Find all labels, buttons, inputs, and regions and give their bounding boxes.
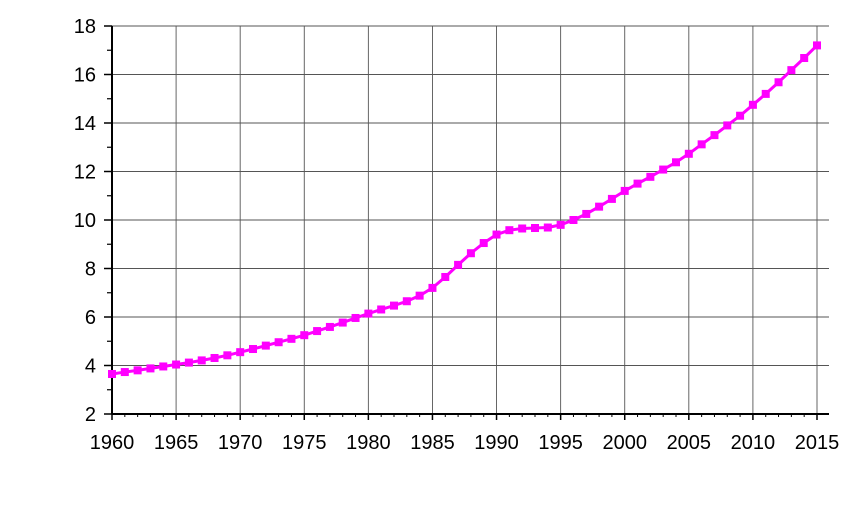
axes bbox=[104, 25, 829, 420]
y-tick-label: 2 bbox=[85, 404, 96, 426]
x-tick-label: 1980 bbox=[346, 432, 391, 454]
data-point bbox=[172, 360, 181, 369]
data-point bbox=[377, 305, 386, 314]
data-point bbox=[415, 291, 424, 300]
data-point bbox=[120, 368, 129, 377]
x-tick-label: 2010 bbox=[731, 432, 776, 454]
data-point bbox=[684, 149, 693, 158]
data-point bbox=[274, 338, 283, 347]
data-point bbox=[441, 272, 450, 281]
y-tick-label: 10 bbox=[74, 210, 96, 232]
data-point bbox=[582, 209, 591, 218]
data-point bbox=[774, 78, 783, 87]
data-point bbox=[261, 341, 270, 350]
data-point bbox=[184, 358, 193, 367]
data-point bbox=[159, 362, 168, 371]
y-tick-label: 16 bbox=[74, 65, 96, 87]
data-point bbox=[197, 356, 206, 365]
data-point bbox=[800, 54, 809, 63]
data-point bbox=[210, 353, 219, 362]
data-point bbox=[505, 226, 514, 235]
data-point bbox=[736, 111, 745, 120]
data-point bbox=[428, 283, 437, 292]
data-point bbox=[787, 66, 796, 75]
data-point bbox=[569, 216, 578, 224]
data-point bbox=[466, 249, 475, 258]
data-point bbox=[390, 301, 398, 310]
data-point bbox=[146, 364, 155, 373]
x-tick-labels: 1960 1965 1970 1975 1980 1985 1990 1995 2000 2005… bbox=[90, 432, 840, 454]
data-point bbox=[543, 223, 552, 232]
data-point bbox=[402, 297, 411, 306]
data-point bbox=[364, 309, 373, 318]
data-point bbox=[325, 322, 334, 331]
data-point bbox=[620, 186, 629, 195]
y-tick-labels: 2 4 6 8 10 12 14 16 18 bbox=[74, 16, 96, 426]
data-point bbox=[672, 158, 680, 167]
data-point bbox=[761, 89, 770, 98]
data-point bbox=[133, 366, 142, 375]
data-point bbox=[236, 348, 245, 357]
data-point bbox=[249, 345, 257, 354]
x-tick-label: 1960 bbox=[90, 432, 135, 454]
x-tick-label: 1985 bbox=[410, 432, 455, 454]
data-point bbox=[454, 260, 463, 269]
data-point bbox=[697, 140, 706, 149]
data-series bbox=[108, 41, 821, 378]
x-tick-label: 1965 bbox=[154, 432, 199, 454]
data-point bbox=[287, 334, 296, 343]
data-point bbox=[313, 327, 322, 336]
x-tick-label: 1970 bbox=[218, 432, 263, 454]
data-point bbox=[607, 194, 616, 203]
x-tick-label: 2000 bbox=[602, 432, 647, 454]
data-point bbox=[633, 179, 642, 188]
data-point bbox=[223, 351, 232, 360]
x-tick-label: 1975 bbox=[282, 432, 327, 454]
data-point bbox=[531, 224, 539, 233]
data-point bbox=[723, 121, 732, 130]
data-point bbox=[748, 100, 757, 109]
series-line bbox=[111, 44, 819, 376]
data-point bbox=[659, 165, 668, 174]
x-tick-label: 1990 bbox=[474, 432, 519, 454]
data-point bbox=[300, 331, 309, 340]
data-point bbox=[338, 318, 347, 327]
x-tick-label: 2005 bbox=[667, 432, 712, 454]
data-point bbox=[492, 230, 501, 239]
data-point bbox=[556, 220, 565, 229]
data-point bbox=[595, 202, 604, 211]
x-tick-label: 2015 bbox=[795, 432, 840, 454]
data-point bbox=[646, 172, 655, 181]
data-point bbox=[710, 131, 719, 140]
data-point bbox=[518, 224, 527, 233]
data-point bbox=[108, 369, 116, 378]
data-point bbox=[479, 239, 488, 248]
y-tick-label: 12 bbox=[74, 162, 96, 184]
y-tick-label: 4 bbox=[85, 356, 96, 378]
y-tick-label: 18 bbox=[74, 16, 96, 38]
data-point bbox=[813, 41, 821, 50]
y-tick-label: 14 bbox=[74, 113, 96, 135]
data-point bbox=[351, 313, 360, 322]
y-tick-label: 8 bbox=[85, 259, 96, 281]
y-tick-label: 6 bbox=[85, 307, 96, 329]
x-tick-label: 1995 bbox=[538, 432, 583, 454]
